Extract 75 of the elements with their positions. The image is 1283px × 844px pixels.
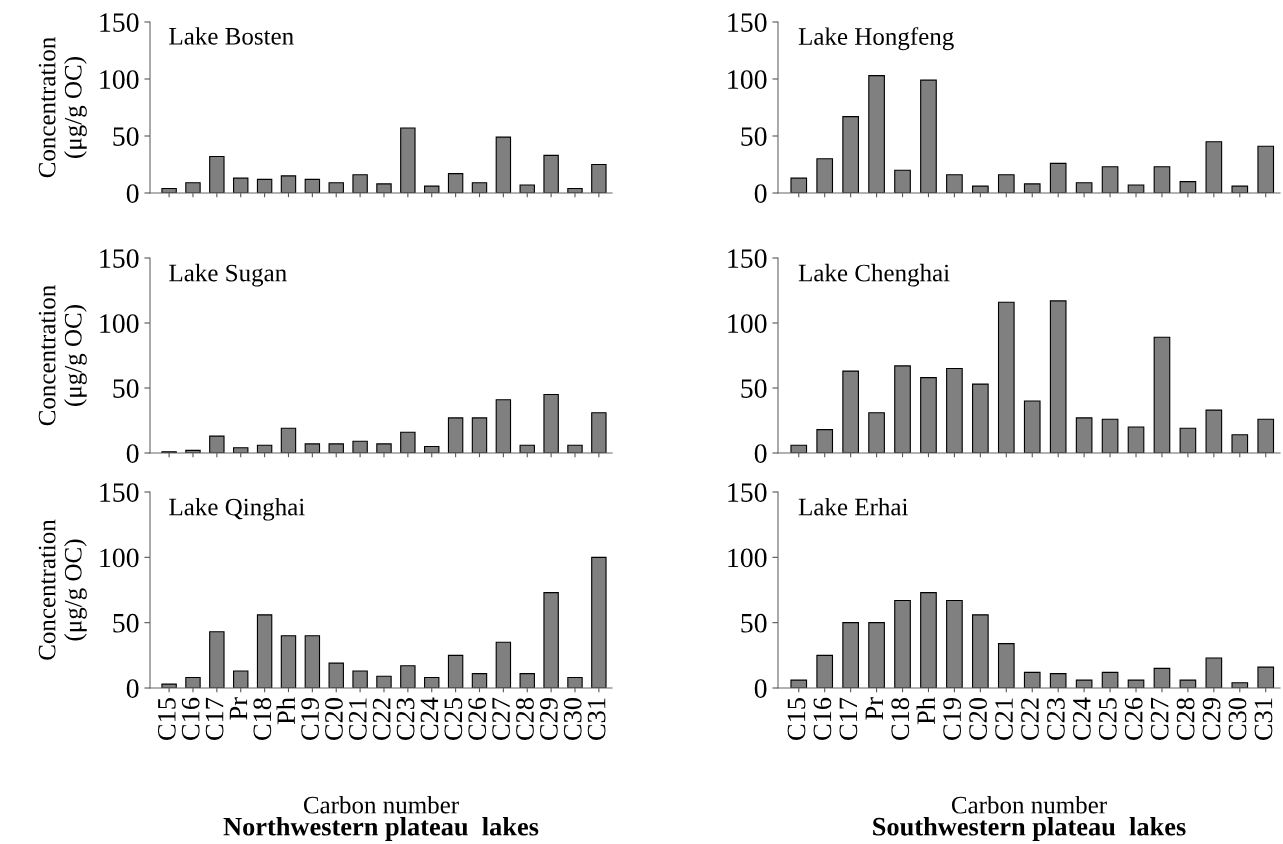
chart-title: Lake Chenghai — [798, 263, 950, 287]
y-tick-label: 150 — [728, 483, 767, 502]
y-tick-label: 0 — [126, 184, 139, 203]
x-tick-label: C25 — [444, 698, 463, 740]
y-tick-label: 100 — [100, 70, 139, 89]
x-axis-title: Carbon number — [951, 796, 1107, 814]
x-tick-label: C21 — [348, 698, 367, 740]
chart-title: Lake Erhai — [798, 497, 908, 516]
x-tick-label: C28 — [1176, 698, 1195, 740]
x-tick-label: C20 — [969, 698, 987, 740]
x-tick-label: C16 — [813, 697, 832, 740]
y-tick-label: 150 — [100, 249, 139, 268]
x-tick-label: C28 — [516, 698, 534, 740]
x-tick-label: C23 — [396, 698, 415, 740]
x-tick-label: Ph — [276, 697, 295, 725]
x-tick-label: C31 — [587, 698, 606, 740]
y-tick-label: 0 — [754, 184, 767, 203]
y-tick-label: 50 — [113, 379, 139, 398]
x-tick-label: Pr — [229, 697, 248, 720]
x-tick-label: C18 — [891, 698, 910, 740]
y-axis-title: Concentration (μg/g OC) — [38, 519, 87, 660]
chart-title: Lake Sugan — [169, 263, 287, 287]
x-tick-label: Pr — [865, 697, 883, 720]
x-tick-label: C17 — [205, 697, 224, 740]
y-tick-label: 50 — [741, 613, 767, 633]
chart-title: Lake Qinghai — [169, 497, 305, 521]
x-tick-label: C25 — [1098, 698, 1117, 740]
x-tick-label: C29 — [539, 698, 558, 740]
x-tick-label: C21 — [995, 698, 1013, 740]
y-tick-label: 100 — [100, 314, 139, 333]
y-tick-label: 100 — [100, 548, 139, 568]
x-tick-label: C26 — [468, 697, 487, 740]
y-tick-label: 0 — [126, 679, 139, 698]
x-tick-label: C16 — [181, 697, 200, 740]
y-tick-label: 150 — [728, 13, 767, 32]
x-tick-label: C15 — [157, 698, 176, 740]
x-tick-label: C27 — [492, 697, 510, 740]
y-tick-label: 150 — [100, 13, 139, 32]
y-tick-label: 50 — [113, 127, 139, 146]
x-tick-label: C27 — [1150, 697, 1169, 740]
x-tick-label: C24 — [1073, 697, 1091, 740]
x-tick-label: C24 — [420, 697, 439, 740]
y-tick-label: 150 — [100, 483, 139, 502]
x-tick-label: C23 — [1047, 698, 1065, 740]
x-tick-label: Ph — [916, 697, 935, 725]
y-tick-label: 0 — [754, 679, 767, 698]
chart-title: Lake Hongfeng — [798, 27, 954, 51]
x-tick-label: C19 — [301, 698, 319, 740]
x-tick-label: C26 — [1124, 697, 1143, 740]
x-tick-label: C22 — [372, 698, 391, 740]
x-tick-label: C30 — [1228, 698, 1247, 740]
y-tick-label: 100 — [728, 548, 767, 568]
y-tick-label: 100 — [728, 70, 767, 89]
y-axis-title: Concentration (μg/g OC) — [38, 37, 87, 178]
x-tick-label: C31 — [1254, 698, 1273, 740]
y-tick-label: 100 — [728, 314, 767, 333]
y-tick-label: 0 — [126, 444, 139, 463]
text: Southwestern plateau lakes — [873, 817, 1186, 841]
x-axis-title: Carbon number — [303, 796, 459, 814]
y-tick-label: 0 — [754, 444, 767, 463]
text: Northwestern plateau lakes — [223, 817, 539, 841]
x-tick-label: C18 — [253, 698, 272, 740]
x-tick-label: C29 — [1202, 698, 1221, 740]
x-tick-label: C30 — [563, 698, 582, 740]
x-tick-label: C19 — [943, 698, 962, 740]
x-tick-label: C17 — [839, 697, 858, 740]
chart-title: Lake Bosten — [169, 27, 294, 45]
x-tick-label: C15 — [787, 698, 806, 740]
y-axis-title: Concentration (μg/g OC) — [38, 285, 87, 426]
y-tick-label: 50 — [741, 127, 767, 146]
x-tick-label: C20 — [325, 698, 343, 740]
y-tick-label: 150 — [728, 249, 767, 268]
y-tick-label: 50 — [113, 613, 139, 633]
x-tick-label: C22 — [1021, 698, 1039, 740]
y-tick-label: 50 — [741, 379, 767, 398]
